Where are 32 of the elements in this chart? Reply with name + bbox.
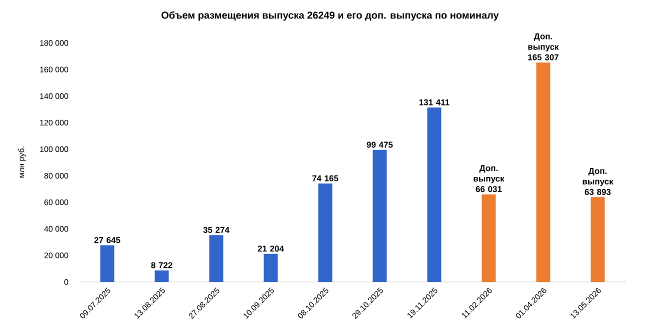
y-axis-title: млн руб. xyxy=(18,146,26,178)
bar xyxy=(100,245,114,282)
data-label: 21 204 xyxy=(258,246,284,252)
bar xyxy=(154,270,169,282)
y-tick-label: 40 000 xyxy=(44,226,68,232)
data-label: Доп. выпуск 66 031 xyxy=(474,165,504,192)
data-label: 8 722 xyxy=(151,262,172,268)
y-tick-label: 100 000 xyxy=(40,146,68,152)
y-tick-label: 60 000 xyxy=(44,199,68,206)
bar xyxy=(427,108,442,282)
y-tick-label: 20 000 xyxy=(44,252,68,258)
data-label: 35 274 xyxy=(203,226,230,233)
y-tick-label: 180 000 xyxy=(40,40,68,46)
y-tick-label: 140 000 xyxy=(40,93,68,99)
y-tick-label: 0 xyxy=(64,279,68,285)
bar xyxy=(590,197,605,282)
bar xyxy=(209,235,224,282)
bar xyxy=(536,62,550,282)
y-tick-label: 80 000 xyxy=(44,172,68,179)
data-label: 27 645 xyxy=(94,237,120,244)
data-label: Доп. выпуск 63 893 xyxy=(582,168,614,195)
data-label: 74 165 xyxy=(312,175,338,182)
data-label: 99 475 xyxy=(366,142,393,148)
bar xyxy=(482,194,496,282)
chart-title: Объем размещения выпуска 26249 и его доп. выпуска по номиналу xyxy=(162,11,499,21)
y-tick-label: 120 000 xyxy=(40,120,68,126)
data-label: 131 411 xyxy=(419,99,450,106)
bar xyxy=(318,184,332,282)
bar xyxy=(372,150,387,282)
y-tick-label: 160 000 xyxy=(40,66,68,72)
data-label: Доп. выпуск 165 307 xyxy=(528,33,559,60)
bar xyxy=(264,254,278,282)
